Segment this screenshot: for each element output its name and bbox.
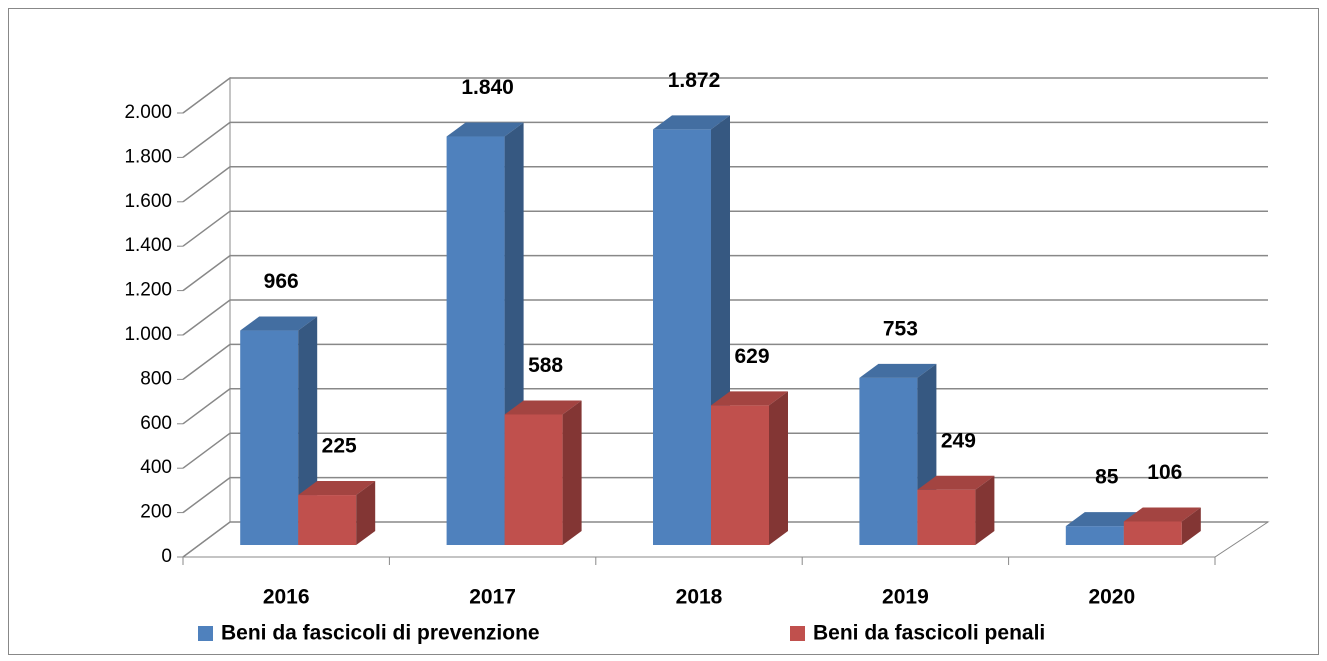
bar-side xyxy=(356,481,376,545)
data-label: 249 xyxy=(941,429,976,452)
legend-swatch xyxy=(198,626,213,641)
grid-line xyxy=(182,166,1268,203)
bar xyxy=(240,330,299,545)
data-label: 966 xyxy=(264,270,299,293)
y-tick-label: 1.600 xyxy=(124,191,172,212)
data-label: 629 xyxy=(734,345,769,368)
bar-top xyxy=(1123,507,1201,522)
bar-top xyxy=(446,122,524,137)
bar xyxy=(859,377,918,545)
bar-top xyxy=(653,115,730,130)
legend-swatch xyxy=(790,626,805,641)
y-tick-label: 1.000 xyxy=(124,324,172,345)
x-tick-label: 2019 xyxy=(882,586,929,609)
y-tick-label: 0 xyxy=(161,546,172,567)
y-tick-label: 2.000 xyxy=(124,102,172,123)
y-tick-label: 1.400 xyxy=(124,235,172,256)
bar xyxy=(1123,521,1182,545)
x-tick-label: 2016 xyxy=(263,586,310,609)
grid-line xyxy=(182,210,1268,247)
grid-line xyxy=(182,254,1268,292)
grid-line xyxy=(182,343,1268,381)
x-tick-label: 2018 xyxy=(676,586,723,609)
y-tick-label: 1.200 xyxy=(124,280,172,301)
bar xyxy=(711,405,769,545)
y-tick-label: 800 xyxy=(140,368,172,389)
bar xyxy=(504,414,563,545)
data-label: 753 xyxy=(883,317,918,340)
data-label: 85 xyxy=(1095,466,1119,489)
y-tick-label: 400 xyxy=(140,457,172,478)
bar-top xyxy=(240,316,318,331)
y-tick-label: 200 xyxy=(140,502,172,523)
data-label: 588 xyxy=(528,354,563,377)
bar-side xyxy=(769,391,788,545)
data-label: 225 xyxy=(322,435,357,458)
y-tick-label: 600 xyxy=(140,413,172,434)
bar xyxy=(1065,526,1124,545)
grid-line xyxy=(182,121,1268,159)
data-label: 106 xyxy=(1147,461,1182,484)
y-tick-label: 1.800 xyxy=(124,146,172,167)
bar xyxy=(298,495,357,545)
grid-line xyxy=(182,299,1268,336)
bar xyxy=(917,489,976,545)
legend-label: Beni da fascicoli penali xyxy=(813,622,1045,645)
bar-top xyxy=(1065,512,1143,527)
bar-top xyxy=(711,391,788,406)
bar-top xyxy=(298,481,376,496)
bar-top xyxy=(504,400,582,415)
bar-top xyxy=(859,363,937,378)
data-label: 1.872 xyxy=(668,69,721,92)
x-tick-label: 2017 xyxy=(469,586,516,609)
data-label: 1.840 xyxy=(461,76,514,99)
bar-side xyxy=(975,475,995,545)
bar xyxy=(653,129,711,545)
x-tick-label: 2020 xyxy=(1088,586,1135,609)
bar xyxy=(446,136,505,545)
bar-side xyxy=(1181,507,1201,545)
bar-side xyxy=(562,400,582,545)
grid-line xyxy=(182,77,1268,114)
legend-label: Beni da fascicoli di prevenzione xyxy=(221,622,540,645)
bar-top xyxy=(917,475,995,490)
